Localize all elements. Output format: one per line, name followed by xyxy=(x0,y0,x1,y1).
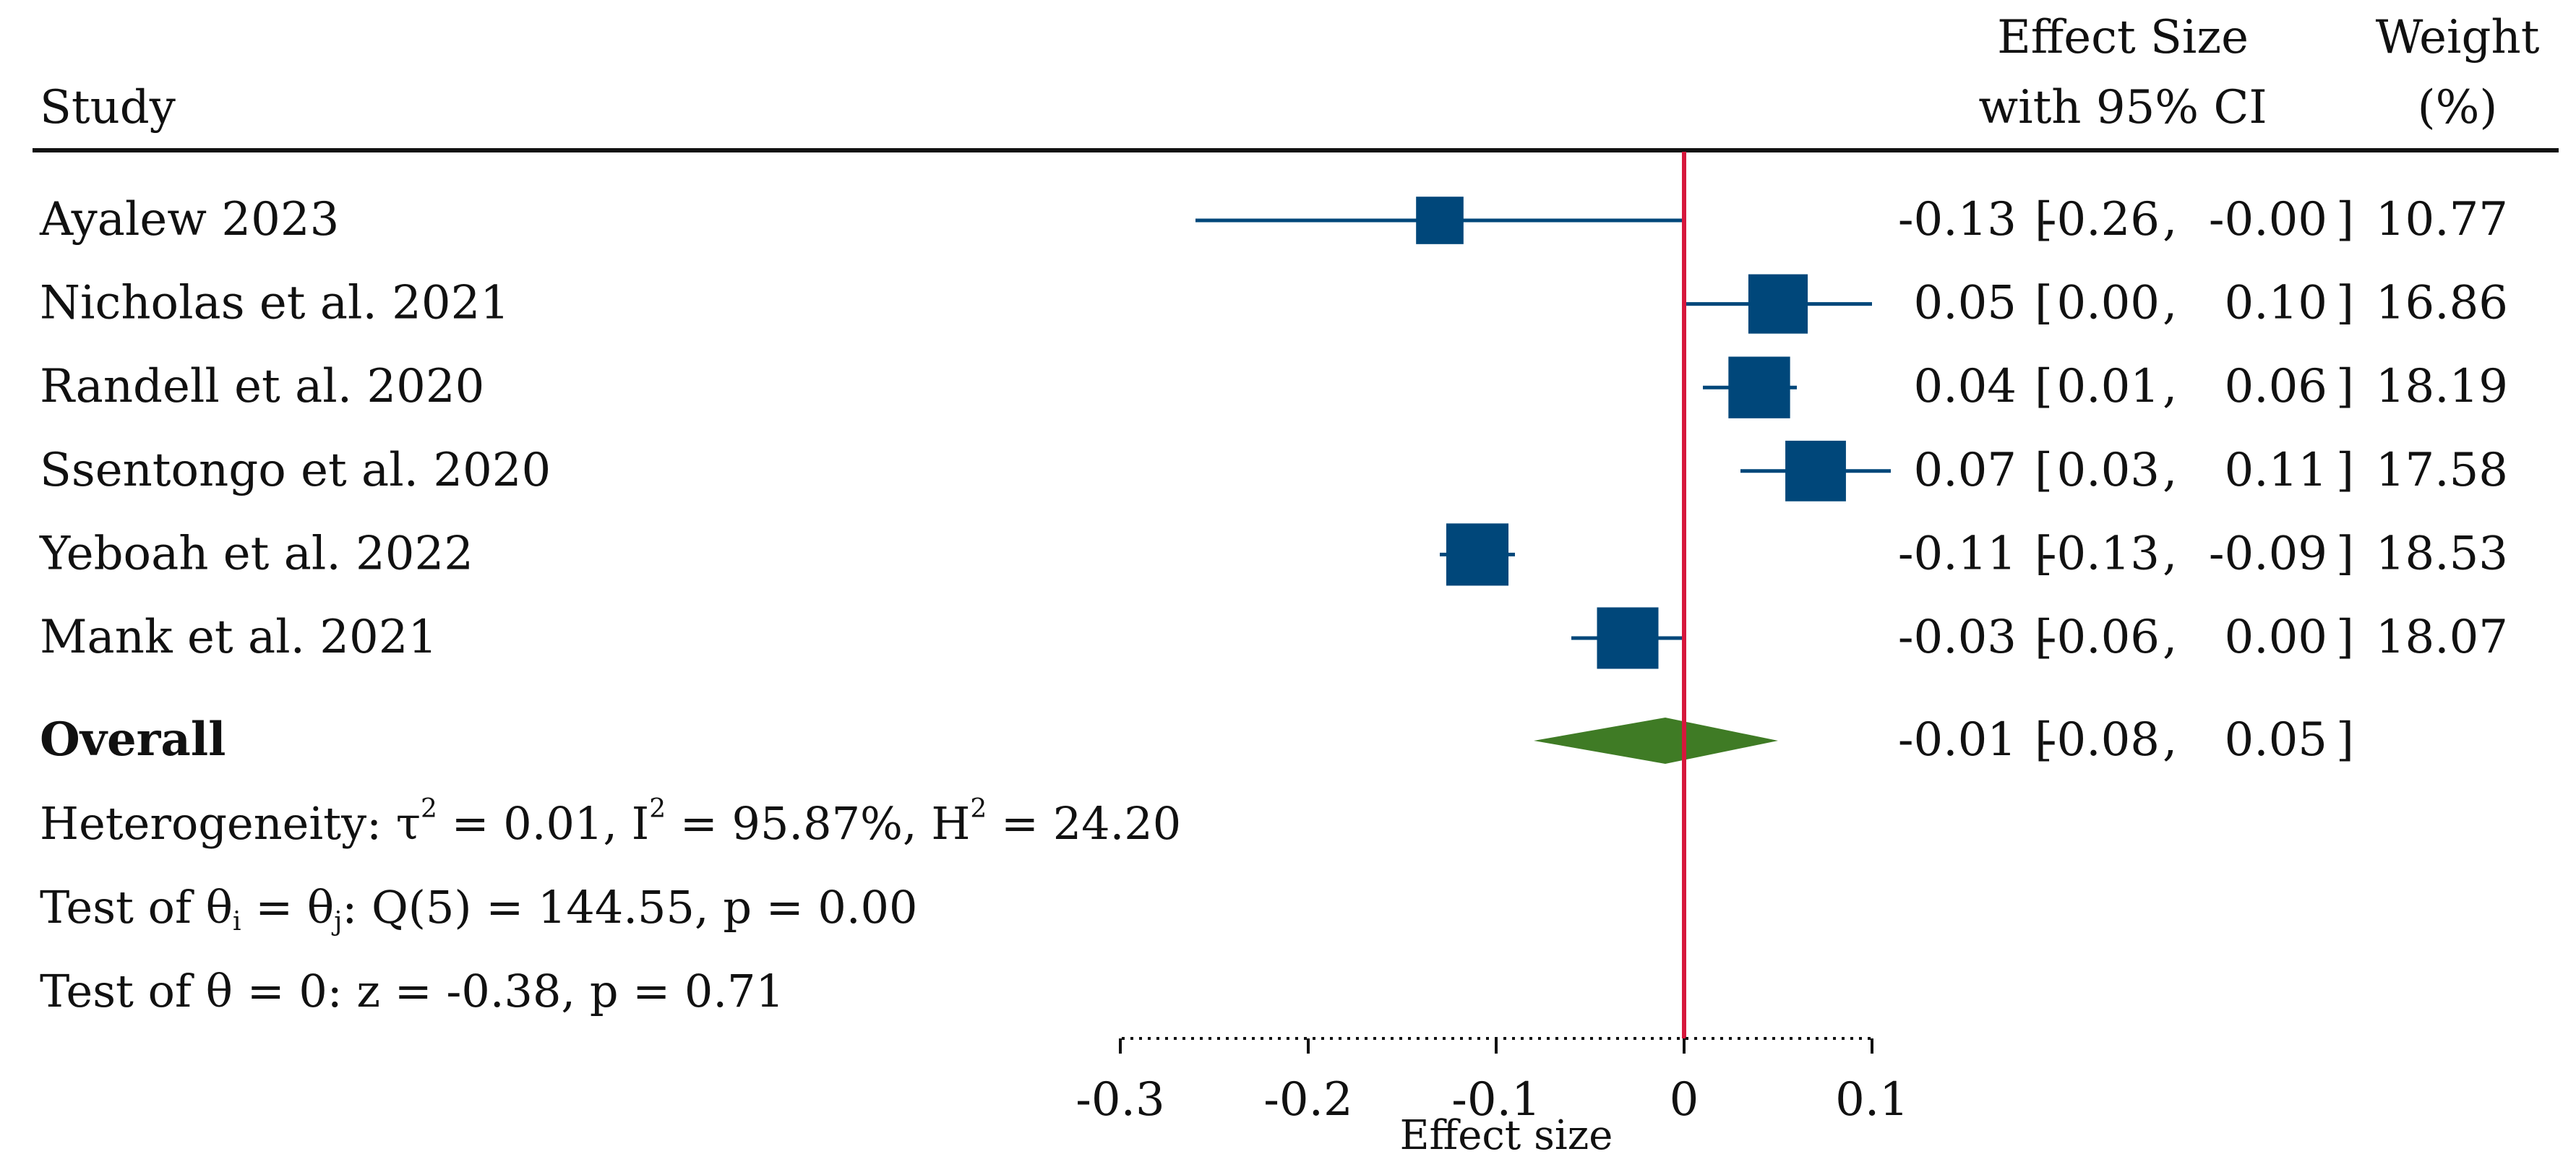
study-2-ci-low: 0.00 xyxy=(2057,277,2160,330)
study-1-ci-low: -0.26 xyxy=(2041,193,2160,246)
overall-comma: , xyxy=(2163,713,2177,767)
study-1-bracket-open: [ xyxy=(2035,193,2053,246)
study-marker-2 xyxy=(1748,274,1808,334)
x-axis-label: Effect size xyxy=(1400,1112,1613,1159)
study-4-ci-high: 0.11 xyxy=(2225,444,2328,497)
overall-diamond-group xyxy=(1534,718,1778,764)
test-homogeneity-text: Test of θi = θj: Q(5) = 144.55, p = 0.00 xyxy=(40,881,917,937)
weight-value-4: 17.58 xyxy=(2376,444,2508,497)
weight-value-2: 16.86 xyxy=(2376,277,2508,330)
x-tick-label-1: -0.3 xyxy=(1076,1073,1164,1127)
study-4-effect-size: 0.07 xyxy=(1914,444,2017,497)
study-2-bracket-close: ] xyxy=(2336,277,2354,330)
study-labels: Ayalew 2023 Nicholas et al. 2021 Randell e… xyxy=(39,193,551,767)
weight-value-6: 18.07 xyxy=(2376,611,2508,664)
overall-ci-high: 0.05 xyxy=(2225,713,2328,767)
study-5-bracket-close: ] xyxy=(2336,527,2354,580)
study-2-bracket-open: [ xyxy=(2035,277,2053,330)
study-6-ci-low: -0.06 xyxy=(2041,611,2160,664)
study-1-ci-high: -0.00 xyxy=(2209,193,2327,246)
header-effect-size-line2: with 95% CI xyxy=(1978,81,2267,134)
x-tick-label-4: 0 xyxy=(1670,1073,1699,1127)
weight-values: 10.77 16.86 18.19 17.58 18.53 18.07 xyxy=(2376,193,2508,664)
study-6-comma: , xyxy=(2163,611,2177,664)
effect-size-values: -0.13 [-0.26, -0.00]0.05[0.00, 0.10]0.04[0.… xyxy=(1898,193,2354,767)
study-2-comma: , xyxy=(2163,277,2177,330)
header-study: Study xyxy=(40,81,176,134)
study-4-ci-low: 0.03 xyxy=(2057,444,2160,497)
study-4-comma: , xyxy=(2163,444,2177,497)
overall-label: Overall xyxy=(40,713,226,767)
study-markers xyxy=(1416,197,1846,669)
study-1-bracket-close: ] xyxy=(2336,193,2354,246)
weight-value-5: 18.53 xyxy=(2376,527,2508,580)
study-label-1: Ayalew 2023 xyxy=(39,193,339,246)
overall-effect-size: -0.01 xyxy=(1898,713,2017,767)
study-3-comma: , xyxy=(2163,360,2177,413)
test-zero-text: Test of θ = 0: z = -0.38, p = 0.71 xyxy=(40,965,784,1017)
overall-bracket-close: ] xyxy=(2336,713,2354,767)
study-6-bracket-open: [ xyxy=(2035,611,2053,664)
study-3-bracket-open: [ xyxy=(2035,360,2053,413)
weight-value-1: 10.77 xyxy=(2376,193,2508,246)
study-6-bracket-close: ] xyxy=(2336,611,2354,664)
study-label-6: Mank et al. 2021 xyxy=(40,611,437,664)
study-5-effect-size: -0.11 xyxy=(1898,527,2017,580)
header-effect-size-line1: Effect Size xyxy=(1997,11,2249,64)
study-marker-6 xyxy=(1597,607,1659,669)
study-6-ci-high: 0.00 xyxy=(2225,611,2328,664)
study-marker-4 xyxy=(1785,440,1846,502)
heterogeneity-text: Heterogeneity: τ2 = 0.01, I2 = 95.87%, H… xyxy=(40,794,1181,850)
x-tick-label-3: -0.1 xyxy=(1451,1073,1540,1127)
study-label-5: Yeboah et al. 2022 xyxy=(39,527,473,580)
study-marker-3 xyxy=(1728,356,1790,418)
overall-ci-low: -0.08 xyxy=(2041,713,2160,767)
study-3-ci-high: 0.06 xyxy=(2225,360,2328,413)
study-2-effect-size: 0.05 xyxy=(1914,277,2017,330)
study-marker-5 xyxy=(1446,523,1509,586)
study-label-2: Nicholas et al. 2021 xyxy=(40,277,510,330)
overall-diamond xyxy=(1534,718,1778,764)
study-3-bracket-close: ] xyxy=(2336,360,2354,413)
study-1-effect-size: -0.13 xyxy=(1898,193,2017,246)
study-3-effect-size: 0.04 xyxy=(1914,360,2017,413)
study-label-4: Ssentongo et al. 2020 xyxy=(40,444,551,497)
weight-value-3: 18.19 xyxy=(2376,360,2508,413)
study-3-ci-low: 0.01 xyxy=(2057,360,2160,413)
x-axis: -0.3 -0.2 -0.1 0 0.1 xyxy=(1076,1037,1909,1127)
study-4-bracket-open: [ xyxy=(2035,444,2053,497)
x-tick-label-5: 0.1 xyxy=(1835,1073,1909,1127)
study-5-bracket-open: [ xyxy=(2035,527,2053,580)
study-1-comma: , xyxy=(2163,193,2177,246)
study-marker-1 xyxy=(1416,197,1464,244)
overall-bracket-open: [ xyxy=(2035,713,2053,767)
study-6-effect-size: -0.03 xyxy=(1898,611,2017,664)
header-weight-line2: (%) xyxy=(2418,81,2498,134)
study-label-3: Randell et al. 2020 xyxy=(40,360,484,413)
study-2-ci-high: 0.10 xyxy=(2225,277,2328,330)
x-tick-label-2: -0.2 xyxy=(1263,1073,1352,1127)
study-5-ci-low: -0.13 xyxy=(2041,527,2160,580)
study-4-bracket-close: ] xyxy=(2336,444,2354,497)
study-5-comma: , xyxy=(2163,527,2177,580)
header-weight-line1: Weight xyxy=(2376,11,2540,64)
study-5-ci-high: -0.09 xyxy=(2209,527,2327,580)
